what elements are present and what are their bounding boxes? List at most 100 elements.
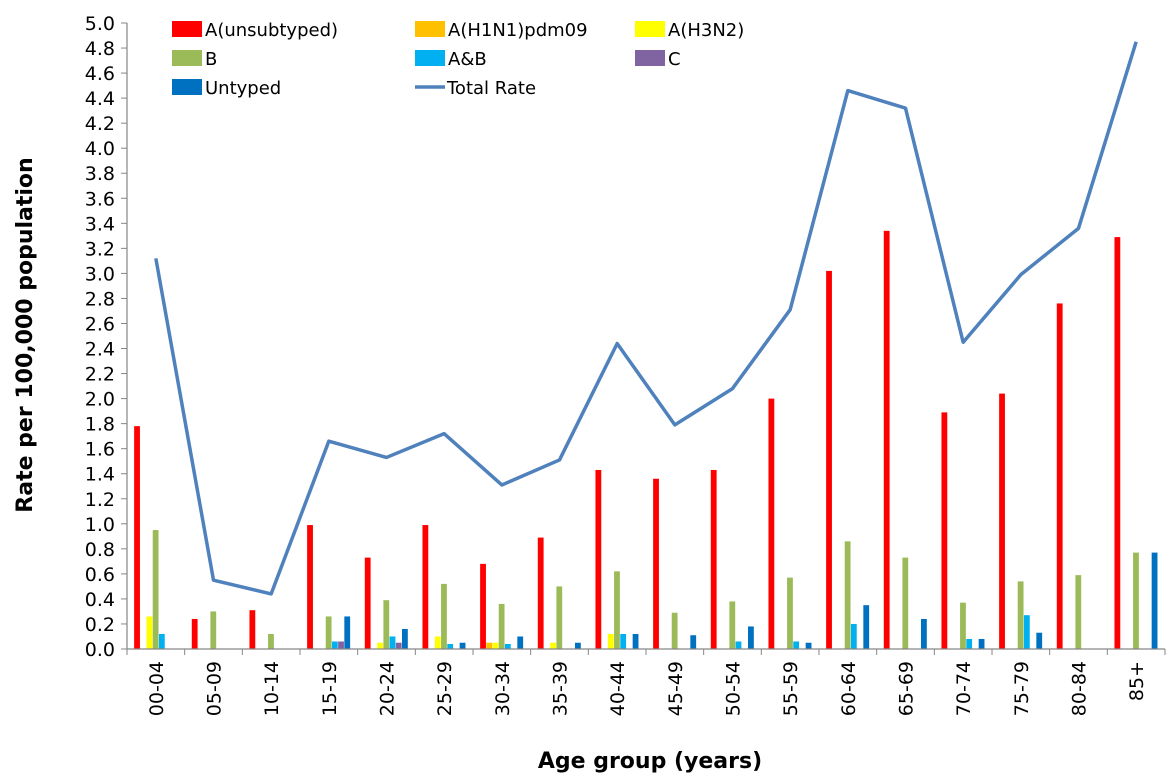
bar-a-b-25-29 [447, 643, 454, 649]
bar-a-unsubtyped-25-29 [422, 525, 429, 649]
bar-a-h3n2-30-34 [492, 642, 499, 649]
bar-untyped-45-49 [690, 635, 697, 649]
legend-label-a-unsubtyped: A(unsubtyped) [205, 20, 338, 41]
x-tick-label-65-69: 65-69 [896, 661, 918, 716]
x-tick-label-05-09: 05-09 [204, 661, 226, 716]
y-tick-label: 2.6 [85, 313, 115, 335]
legend-label-untyped: Untyped [205, 78, 281, 99]
bar-a-unsubtyped-30-34 [480, 563, 486, 649]
bar-a-unsubtyped-70-74 [941, 412, 948, 649]
y-tick-label: 4.0 [85, 138, 115, 160]
bar-a-unsubtyped-45-49 [653, 478, 659, 649]
bar-a-unsubtyped-05-09 [191, 618, 198, 649]
bar-b-00-04 [152, 530, 159, 649]
bar-untyped-55-59 [805, 642, 812, 649]
legend-swatch-a-h3n2 [635, 21, 665, 37]
x-tick-label-75-79: 75-79 [1011, 661, 1033, 716]
x-tick-label-40-44: 40-44 [607, 661, 629, 716]
y-tick-label: 4.2 [85, 113, 115, 135]
bar-untyped-30-34 [517, 636, 524, 649]
x-tick-label-10-14: 10-14 [261, 661, 283, 716]
bar-a-b-20-24 [389, 636, 396, 649]
y-tick-label: 5.0 [85, 13, 115, 35]
bar-b-05-09 [210, 611, 217, 649]
x-tick-label-80-84: 80-84 [1069, 661, 1091, 716]
bar-b-80-84 [1075, 575, 1082, 649]
legend-swatch-a-unsubtyped [172, 21, 202, 37]
total-rate-line-group [154, 41, 1138, 596]
bar-a-b-55-59 [793, 641, 800, 649]
legend-label-a-h1n1-pdm09: A(H1N1)pdm09 [448, 20, 588, 41]
bar-a-h3n2-35-39 [550, 642, 556, 649]
x-tick-label-55-59: 55-59 [780, 661, 802, 716]
x-tick-label-25-29: 25-29 [434, 661, 456, 716]
bar-a-b-00-04 [158, 633, 165, 649]
x-axis-ticks: 00-04 05-09 10-14 15-19 20-24 25-29 30-34 35-39… [126, 649, 1166, 716]
bar-a-unsubtyped-55-59 [768, 398, 775, 649]
y-tick-label: 0.2 [85, 614, 115, 636]
bar-a-b-60-64 [850, 623, 857, 649]
bar-untyped-70-74 [978, 638, 985, 649]
legend-label-a-b: A&B [448, 49, 487, 70]
bar-untyped-15-19 [344, 616, 351, 649]
legend-swatch-c [635, 50, 665, 66]
bar-b-55-59 [787, 577, 793, 649]
legend-label-c: C [668, 49, 681, 70]
y-tick-label: 1.0 [85, 514, 115, 536]
legend-swatch-b [172, 50, 202, 66]
bar-b-65-69 [902, 557, 909, 649]
bar-b-60-64 [844, 541, 851, 649]
bar-a-b-70-74 [966, 638, 973, 649]
bar-a-h3n2-40-44 [607, 633, 614, 649]
bar-a-unsubtyped-15-19 [307, 525, 313, 649]
bar-untyped-75-79 [1036, 632, 1043, 649]
bar-b-50-54 [729, 601, 736, 649]
bar-untyped-40-44 [632, 633, 639, 649]
y-tick-label: 1.8 [85, 414, 115, 436]
bar-a-unsubtyped-35-39 [537, 537, 544, 649]
y-tick-label: 0.8 [85, 539, 115, 561]
bar-a-unsubtyped-50-54 [710, 469, 717, 649]
bar-c-15-19 [338, 641, 344, 649]
x-tick-label-70-74: 70-74 [953, 661, 975, 716]
bar-untyped-65-69 [921, 618, 927, 649]
y-tick-label: 2.4 [85, 339, 115, 361]
y-tick-label: 3.8 [85, 163, 115, 185]
bars [134, 230, 1158, 650]
bar-a-unsubtyped-10-14 [249, 610, 256, 649]
y-tick-label: 4.6 [85, 63, 115, 85]
bar-b-10-14 [268, 633, 274, 649]
bar-a-unsubtyped-85 [1114, 237, 1121, 650]
legend-label-b: B [205, 49, 217, 70]
x-axis-title: Age group (years) [538, 749, 762, 774]
axes [126, 23, 1165, 650]
bar-a-h3n2-25-29 [434, 636, 441, 649]
x-tick-label-00-04: 00-04 [146, 661, 168, 716]
bar-a-unsubtyped-20-24 [364, 557, 371, 649]
bar-a-unsubtyped-65-69 [883, 230, 890, 649]
y-tick-label: 1.6 [85, 439, 115, 461]
bar-b-75-79 [1017, 581, 1024, 649]
bar-b-70-74 [960, 602, 966, 649]
bar-a-unsubtyped-80-84 [1056, 303, 1063, 649]
y-axis-title: Rate per 100,000 population [13, 157, 38, 512]
y-tick-label: 2.0 [85, 389, 115, 411]
y-tick-label: 3.0 [85, 263, 115, 285]
bar-a-h3n2-00-04 [146, 616, 153, 649]
y-tick-label: 0.4 [85, 589, 115, 611]
x-tick-label-20-24: 20-24 [377, 661, 399, 716]
y-axis-ticks: 0.0 0.2 0.4 0.6 0.8 1.0 1.2 1.4 1.6 1.8 2.0 2.2 2.4 2… [85, 13, 127, 661]
bar-a-unsubtyped-75-79 [999, 393, 1005, 649]
y-tick-label: 1.4 [85, 464, 115, 486]
bar-a-h1n1-pdm09-30-34 [486, 642, 493, 649]
y-tick-label: 2.8 [85, 288, 115, 310]
bar-c-20-24 [395, 642, 402, 649]
y-tick-label: 3.2 [85, 238, 115, 260]
bar-b-15-19 [325, 616, 332, 649]
legend-swatch-a-b [415, 50, 445, 66]
y-tick-label: 2.2 [85, 364, 115, 386]
bar-b-20-24 [383, 600, 390, 649]
x-tick-label-35-39: 35-39 [550, 661, 572, 716]
